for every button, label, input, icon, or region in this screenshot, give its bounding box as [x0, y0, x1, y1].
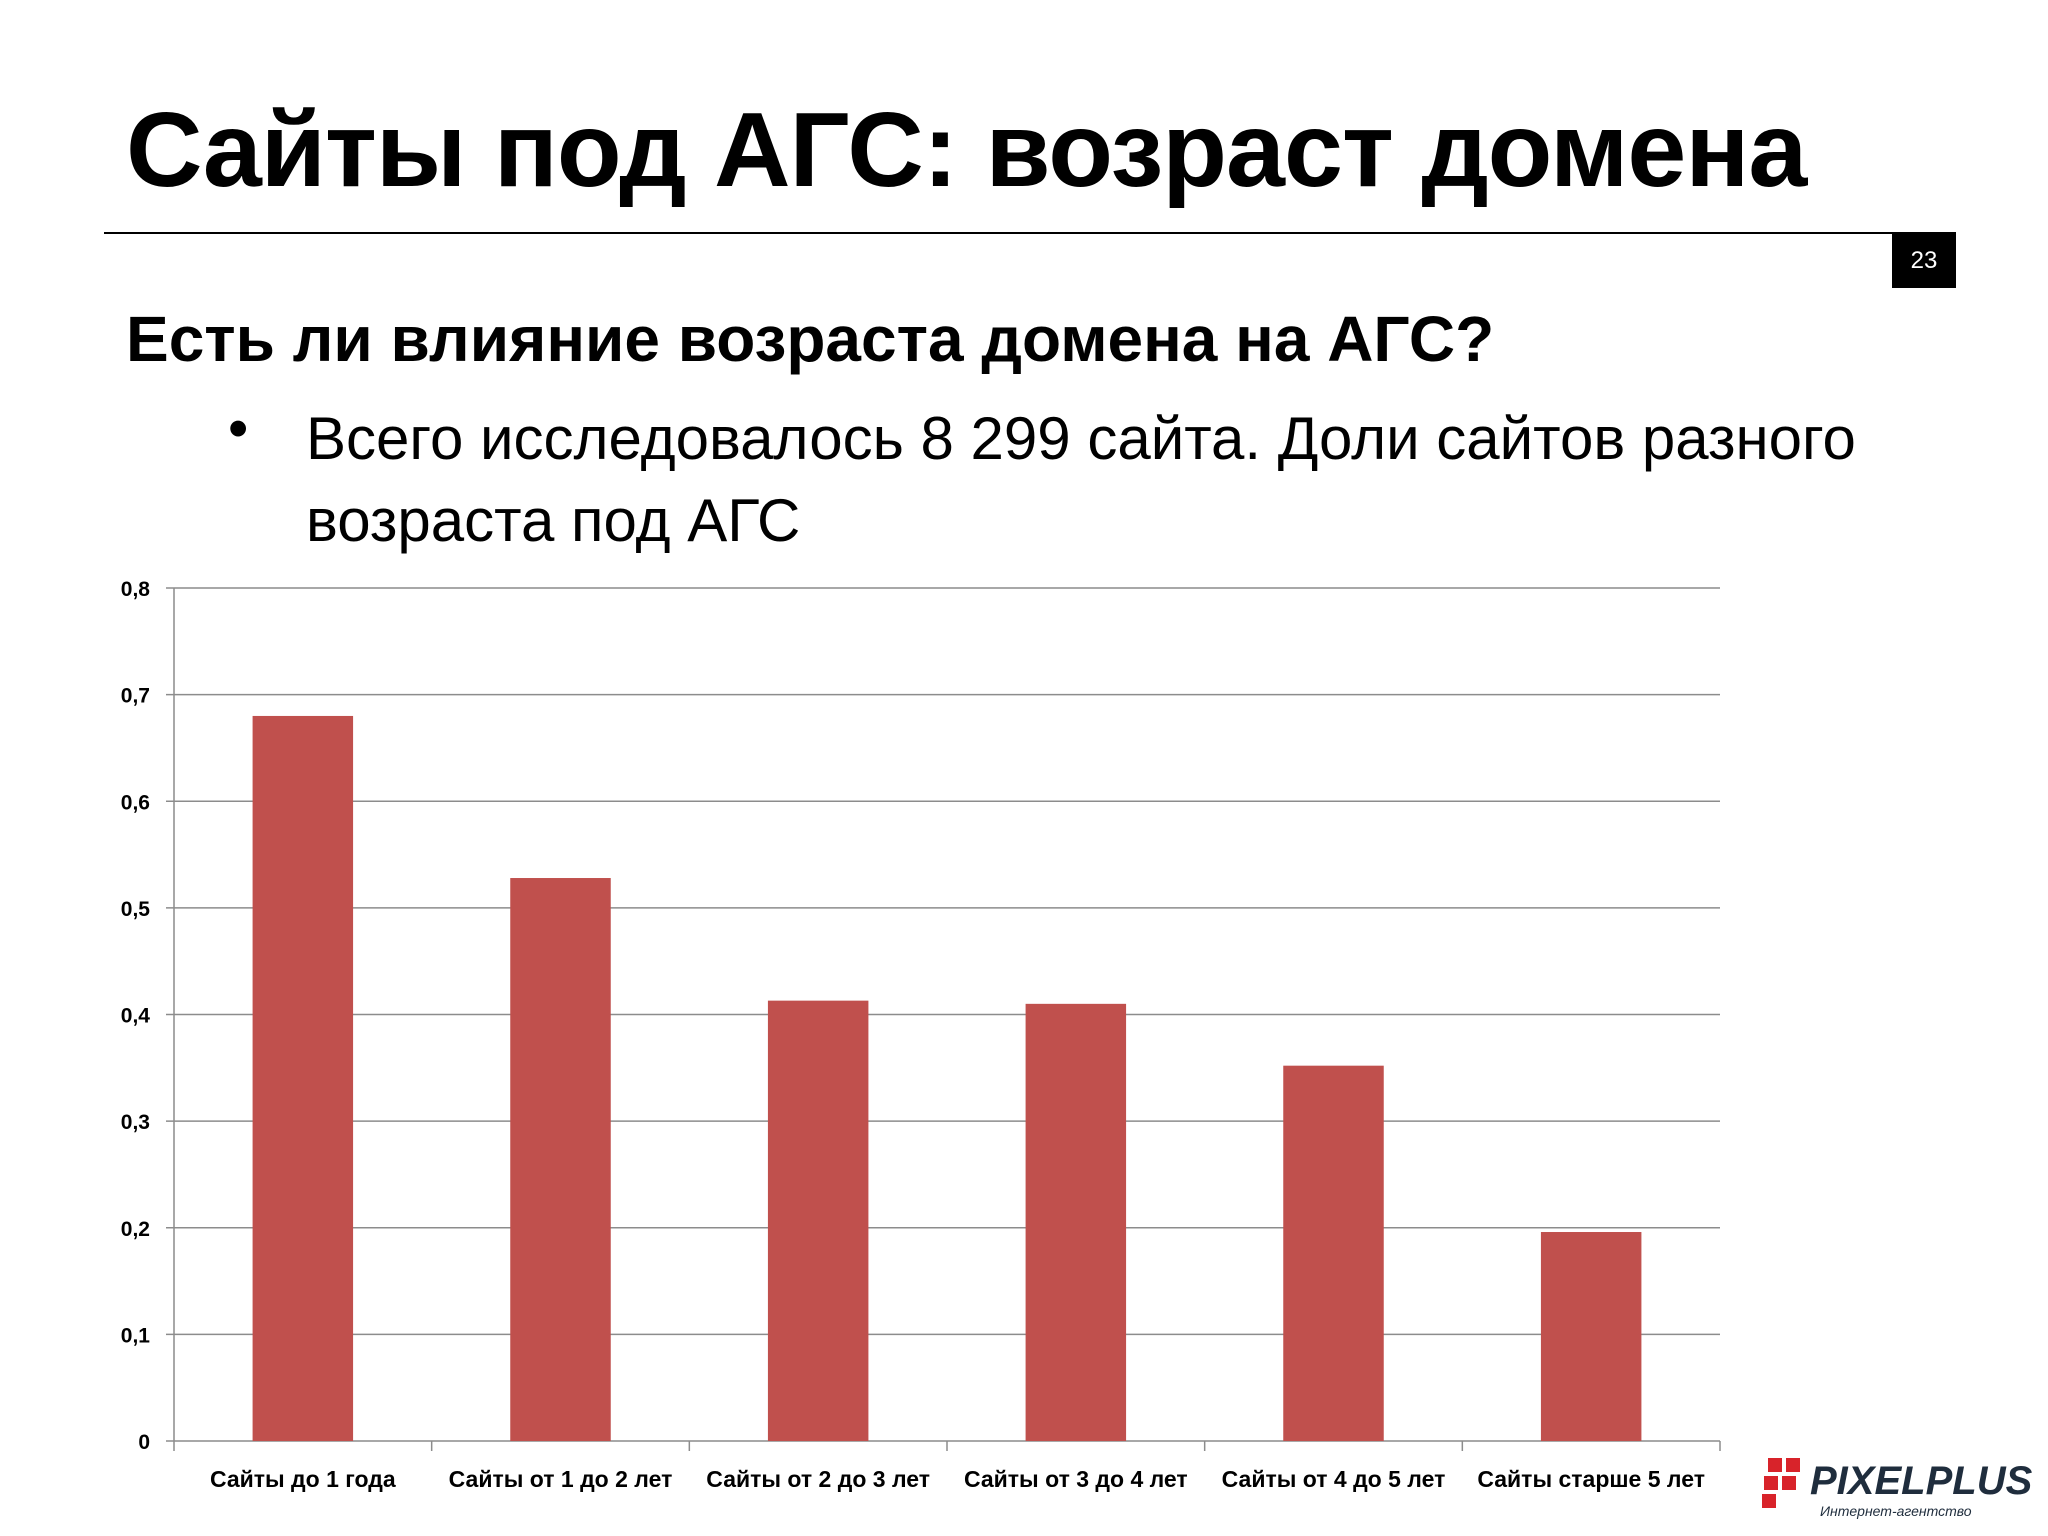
y-tick-label: 0,8 — [121, 578, 151, 601]
logo-tagline: Интернет-агентство — [1820, 1503, 1972, 1519]
y-tick-label: 0,6 — [121, 791, 150, 814]
x-tick-label: Сайты старше 5 лет — [1477, 1466, 1705, 1492]
bar-chart: 0 0,1 0,2 0,3 0,4 0,5 0,6 0,7 0,8 Сайты до 1 года… — [121, 578, 1721, 1492]
y-tick-label: 0,2 — [121, 1218, 150, 1241]
slide-title: Сайты под АГС: возраст домена — [126, 91, 1807, 209]
x-tick-label: Сайты от 1 до 2 лет — [449, 1466, 673, 1492]
slide-subtitle: Есть ли влияние возраста домена на АГС? — [126, 303, 1495, 375]
x-tick-label: Сайты от 2 до 3 лет — [706, 1466, 930, 1492]
bullet-text: Всего исследовалось 8 299 сайта. Доли са… — [306, 405, 1856, 554]
bar — [1540, 1232, 1642, 1441]
y-tick-label: 0,5 — [121, 898, 151, 921]
bar — [252, 715, 354, 1441]
x-tick-label: Сайты от 4 до 5 лет — [1222, 1466, 1446, 1492]
y-tick-label: 0,3 — [121, 1111, 150, 1134]
bar — [1025, 1003, 1127, 1441]
y-tick-label: 0 — [138, 1431, 150, 1454]
x-tick-label: Сайты до 1 года — [210, 1466, 396, 1492]
bar — [510, 878, 611, 1441]
y-tick-label: 0,1 — [121, 1324, 151, 1347]
logo-mark-icon — [1762, 1458, 1800, 1508]
y-tick-label: 0,7 — [121, 685, 150, 708]
logo-wordmark: PIXELPLUS — [1810, 1459, 2033, 1503]
bar — [767, 1000, 869, 1441]
pixelplus-logo: PIXELPLUS Интернет-агентство — [1762, 1458, 2033, 1519]
bar — [1283, 1065, 1384, 1441]
bullet-icon: • — [228, 396, 249, 461]
page-number-badge: 23 — [1892, 234, 1956, 288]
y-tick-label: 0,4 — [121, 1005, 151, 1028]
title-divider — [104, 232, 1956, 234]
x-tick-label: Сайты от 3 до 4 лет — [964, 1466, 1188, 1492]
